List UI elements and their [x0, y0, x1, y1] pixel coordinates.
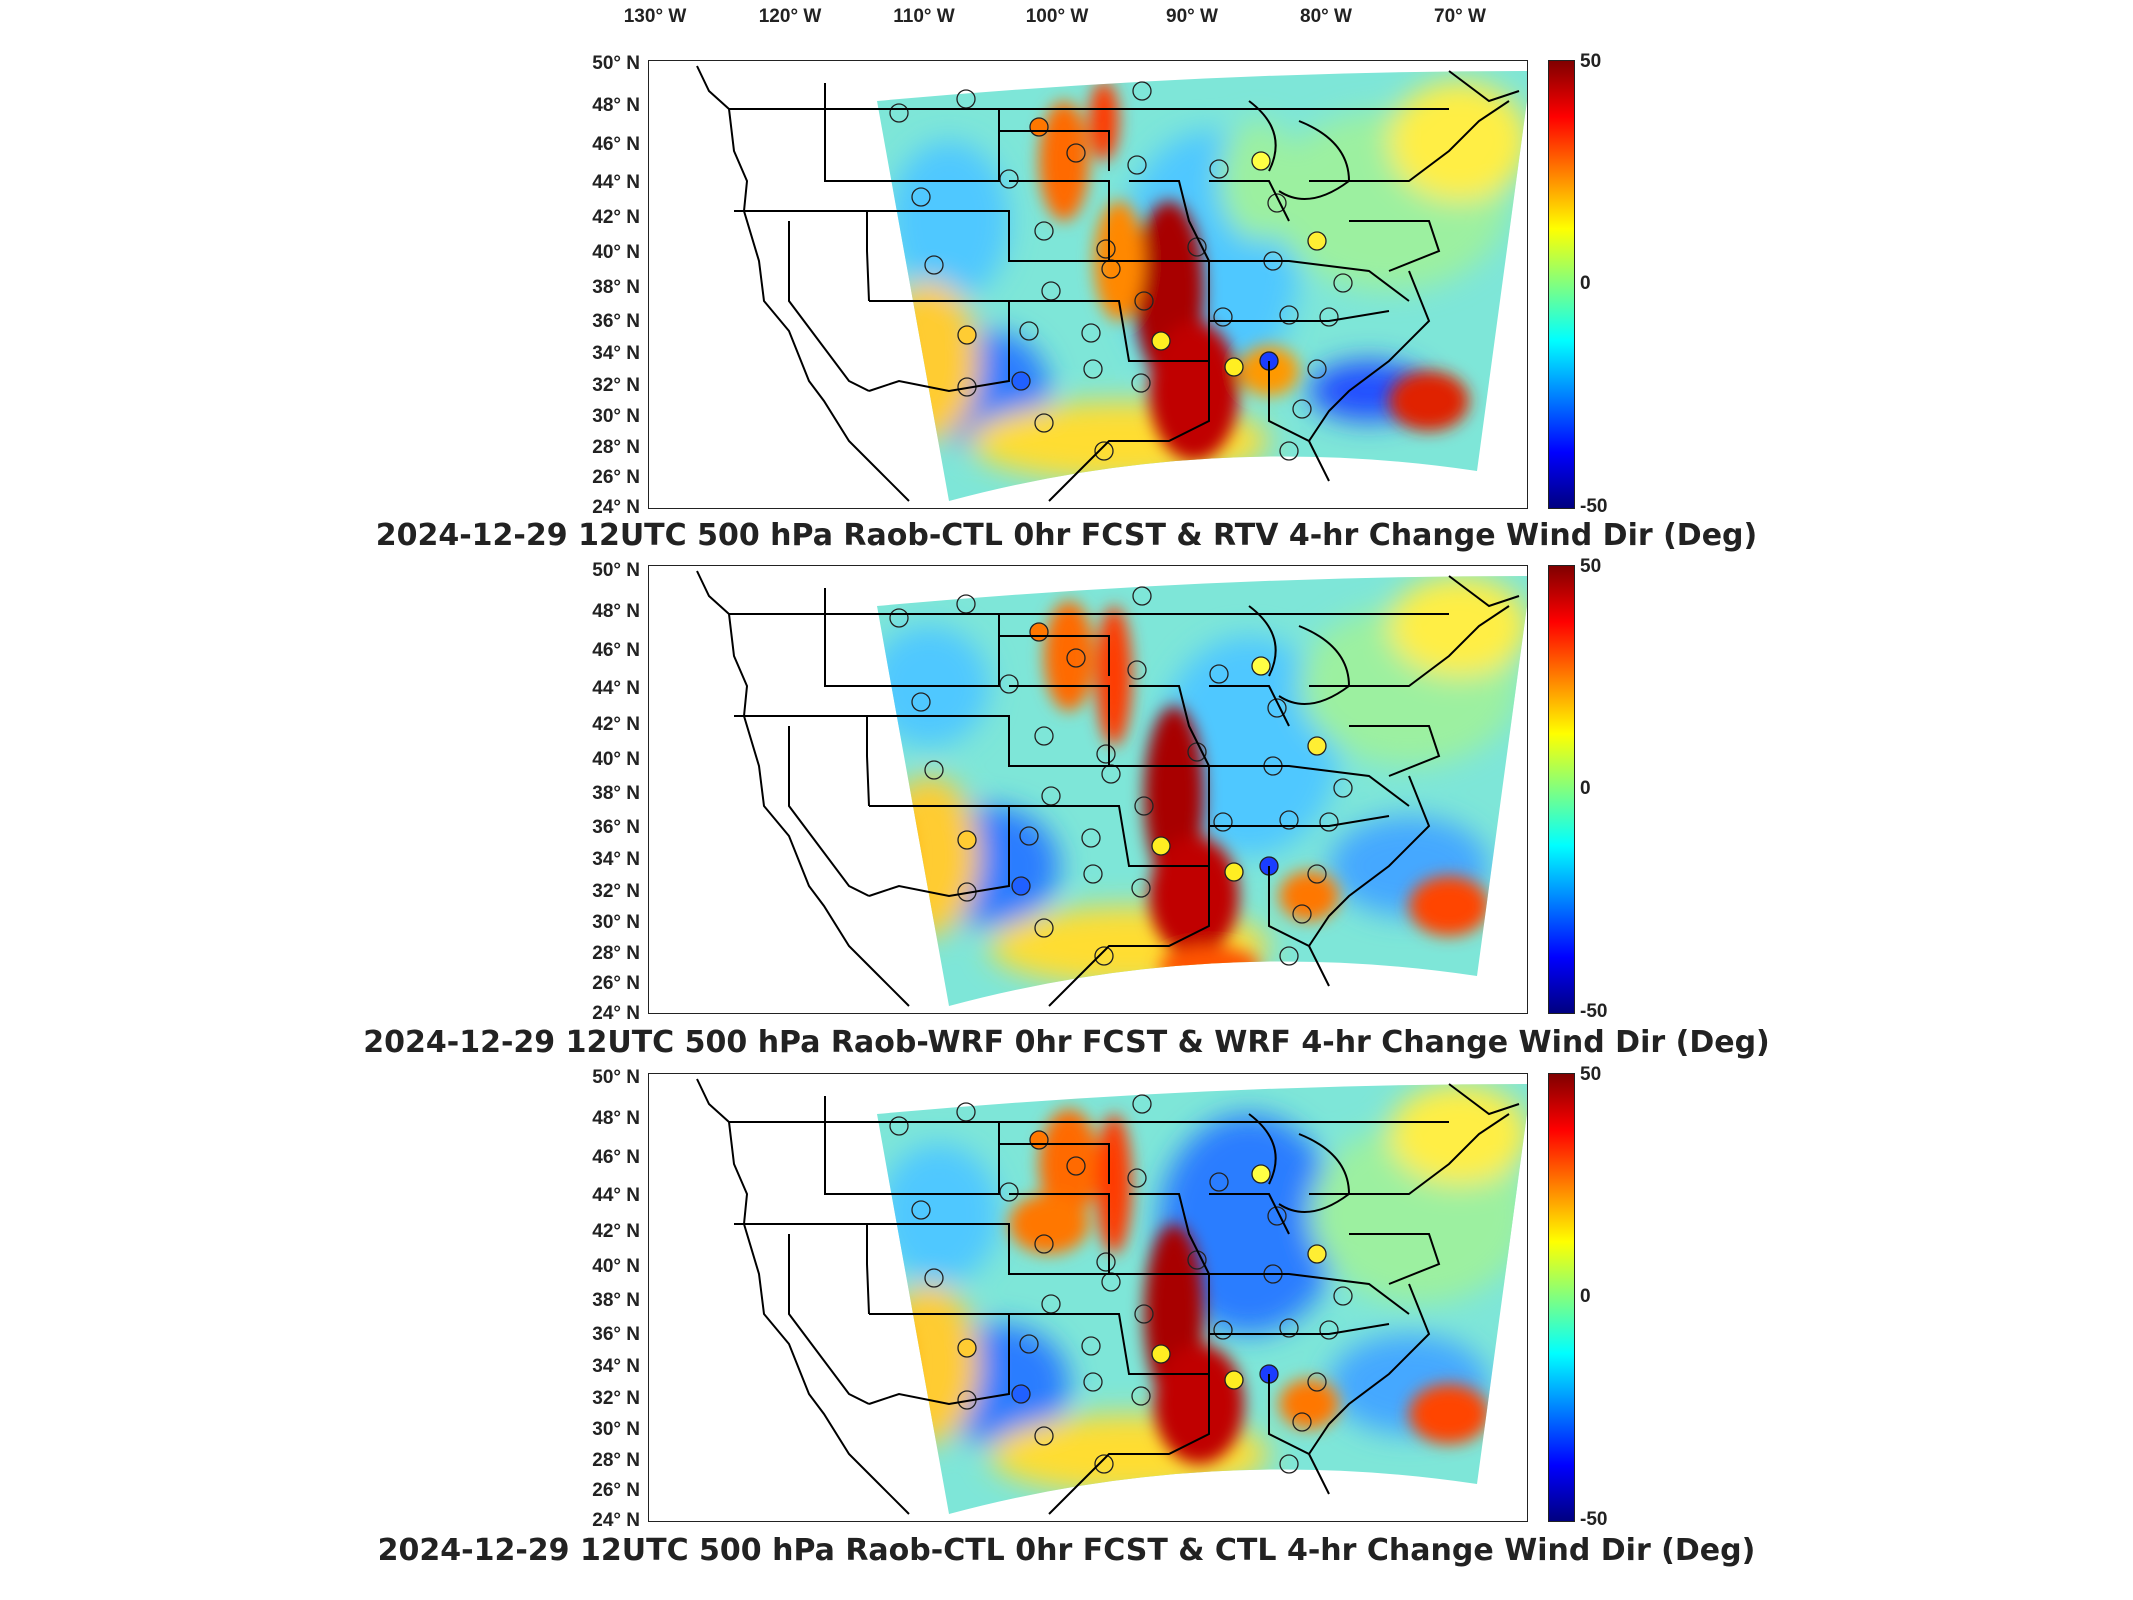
lat-label: 36° N: [592, 311, 640, 332]
lat-label: 38° N: [592, 1290, 640, 1311]
lat-label: 32° N: [592, 881, 640, 902]
map-frame-3: [648, 1073, 1528, 1522]
lat-label: 26° N: [592, 973, 640, 994]
lat-label: 42° N: [592, 1221, 640, 1242]
lat-label: 34° N: [592, 343, 640, 364]
lat-label: 36° N: [592, 817, 640, 838]
map-frame-1: [648, 60, 1528, 509]
lon-label-120w: 120° W: [758, 6, 822, 27]
lat-label: 38° N: [592, 277, 640, 298]
map-outlines: [696, 65, 1520, 502]
lat-label: 28° N: [592, 1450, 640, 1471]
colorbar-max-1: 50: [1580, 51, 1602, 72]
station-markers: [889, 1094, 1353, 1474]
lat-label: 44° N: [592, 678, 640, 699]
lat-label: 26° N: [592, 1480, 640, 1501]
wind-direction-map-3: [696, 1078, 1527, 1515]
lat-label: 40° N: [592, 242, 640, 263]
lat-label: 34° N: [592, 849, 640, 870]
lat-label: 38° N: [592, 783, 640, 804]
lat-label: 32° N: [592, 375, 640, 396]
lon-label-90w: 90° W: [1166, 6, 1218, 27]
lat-label: 48° N: [592, 95, 640, 116]
lat-label: 30° N: [592, 912, 640, 933]
lat-label: 44° N: [592, 1185, 640, 1206]
lat-label: 48° N: [592, 601, 640, 622]
lat-label: 24° N: [592, 1510, 640, 1531]
map-frame-2: [648, 565, 1528, 1014]
lat-label: 48° N: [592, 1108, 640, 1129]
lat-label: 42° N: [592, 714, 640, 735]
lat-label: 34° N: [592, 1356, 640, 1377]
lat-label: 50° N: [592, 1067, 640, 1088]
colorbar-2: [1548, 565, 1575, 1014]
lat-label: 30° N: [592, 406, 640, 427]
lat-label: 24° N: [592, 497, 640, 518]
colorbar-min-2: -50: [1580, 1001, 1608, 1022]
colorbar-1: [1548, 60, 1575, 509]
lat-label: 24° N: [592, 1003, 640, 1024]
lat-label: 28° N: [592, 437, 640, 458]
lat-label: 50° N: [592, 53, 640, 74]
colorbar-mid-3: 0: [1580, 1286, 1591, 1307]
colorbar-min-1: -50: [1580, 496, 1608, 517]
panel-title-3: 2024-12-29 12UTC 500 hPa Raob-CTL 0hr FC…: [377, 1533, 1756, 1568]
lat-label: 32° N: [592, 1388, 640, 1409]
lat-label: 26° N: [592, 467, 640, 488]
map-outlines: [696, 1078, 1520, 1515]
colorbar-max-2: 50: [1580, 556, 1602, 577]
lat-label: 30° N: [592, 1419, 640, 1440]
lat-label: 44° N: [592, 172, 640, 193]
lat-label: 42° N: [592, 207, 640, 228]
lon-label-110w: 110° W: [893, 6, 955, 27]
colorbar-3: [1548, 1073, 1575, 1522]
colorbar-max-3: 50: [1580, 1064, 1602, 1085]
lon-label-100w: 100° W: [1025, 6, 1089, 27]
lat-label: 46° N: [592, 1147, 640, 1168]
wind-direction-map-1: [696, 65, 1527, 502]
lat-label: 46° N: [592, 134, 640, 155]
lat-label: 36° N: [592, 1324, 640, 1345]
lat-label: 46° N: [592, 640, 640, 661]
lon-label-130w: 130° W: [623, 6, 687, 27]
station-markers: [889, 586, 1353, 966]
colorbar-mid-2: 0: [1580, 778, 1591, 799]
panel-title-1: 2024-12-29 12UTC 500 hPa Raob-CTL 0hr FC…: [375, 518, 1758, 553]
map-outlines: [696, 570, 1520, 1007]
colorbar-mid-1: 0: [1580, 273, 1591, 294]
lat-label: 50° N: [592, 560, 640, 581]
lat-label: 28° N: [592, 943, 640, 964]
lat-label: 40° N: [592, 749, 640, 770]
wind-direction-map-2: [696, 570, 1527, 1007]
lon-label-70w: 70° W: [1434, 6, 1486, 27]
lon-label-80w: 80° W: [1300, 6, 1352, 27]
panel-title-2: 2024-12-29 12UTC 500 hPa Raob-WRF 0hr FC…: [363, 1025, 1770, 1060]
lat-label: 40° N: [592, 1256, 640, 1277]
colorbar-min-3: -50: [1580, 1509, 1608, 1530]
